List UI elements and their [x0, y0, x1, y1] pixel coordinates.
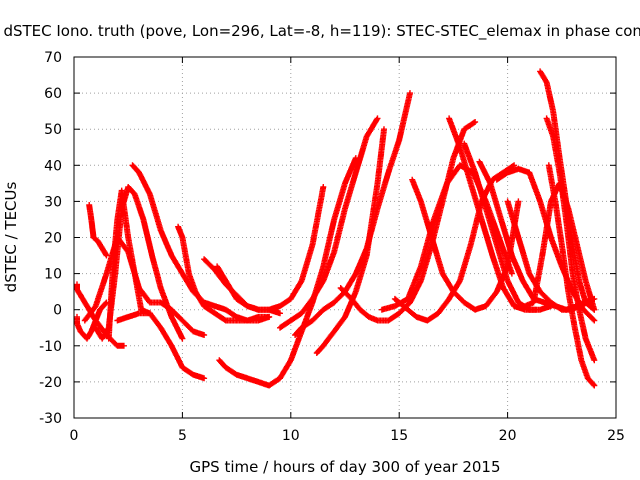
series-markers — [409, 176, 522, 313]
y-tick-label: 10 — [44, 267, 62, 283]
series-6 — [105, 187, 153, 342]
y-tick-label: 50 — [44, 122, 62, 138]
x-tick-label: 25 — [607, 428, 625, 444]
data-series — [74, 68, 598, 389]
series-3 — [86, 202, 110, 259]
series-21 — [461, 140, 554, 313]
y-tick-label: -20 — [39, 375, 62, 391]
series-11 — [214, 184, 327, 313]
y-axis-label: dSTEC / TECUs — [2, 181, 20, 292]
series-markers — [313, 126, 387, 356]
series-28 — [521, 180, 598, 313]
y-tick-label: 0 — [53, 303, 62, 319]
x-axis-label: GPS time / hours of day 300 of year 2015 — [190, 458, 501, 476]
y-tick-label: 70 — [44, 50, 62, 66]
chart-title: dSTEC Iono. truth (pove, Lon=296, Lat=-8… — [3, 22, 640, 41]
series-markers — [114, 310, 208, 382]
series-markers — [277, 115, 381, 331]
series-markers — [446, 115, 539, 313]
series-markers — [521, 180, 598, 313]
series-14 — [313, 126, 387, 356]
x-tick-label: 20 — [499, 428, 517, 444]
series-9 — [175, 223, 273, 324]
series-markers — [214, 184, 327, 313]
series-markers — [461, 140, 554, 313]
series-7 — [114, 310, 208, 382]
series-markers — [86, 202, 110, 259]
y-tick-label: 30 — [44, 194, 62, 210]
x-tick-label: 15 — [390, 428, 408, 444]
series-markers — [175, 223, 273, 324]
axis-ticks: 0 5 10 15 20 25 -30 -20 -10 0 10 20 30 40 50 60 70 — [39, 50, 625, 444]
y-tick-label: 20 — [44, 231, 62, 247]
series-19 — [409, 176, 522, 313]
series-markers — [105, 187, 153, 342]
y-tick-label: 60 — [44, 86, 62, 102]
x-tick-label: 0 — [70, 428, 79, 444]
series-20 — [446, 115, 539, 313]
y-tick-label: -10 — [39, 339, 62, 355]
series-15 — [277, 115, 381, 331]
y-tick-label: 40 — [44, 158, 62, 174]
y-tick-label: -30 — [39, 411, 62, 427]
x-tick-label: 5 — [178, 428, 187, 444]
x-tick-label: 10 — [282, 428, 300, 444]
